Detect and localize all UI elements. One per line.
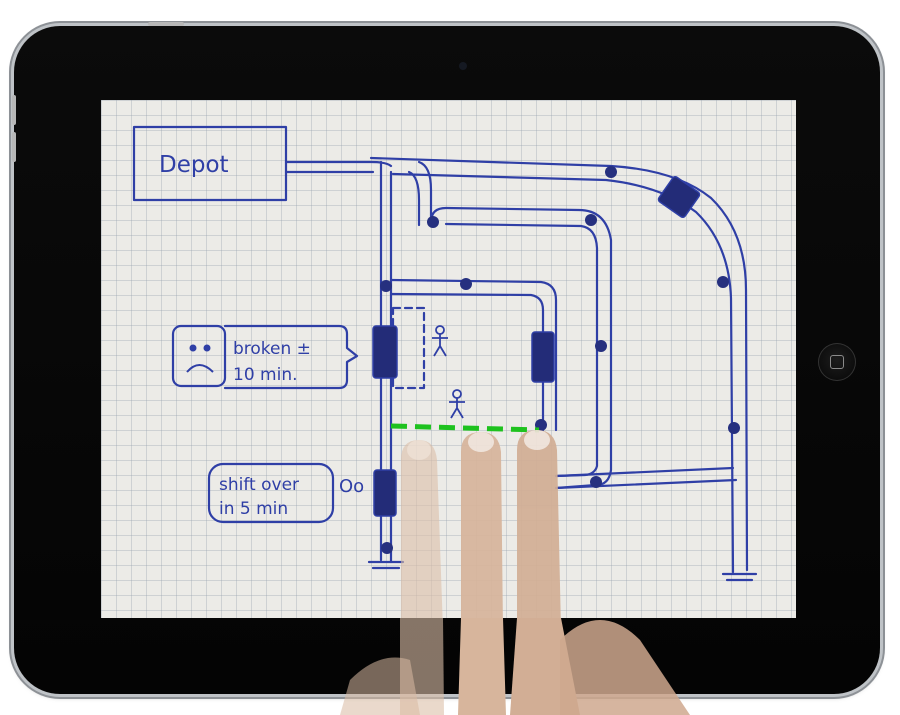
node [717,276,729,288]
node [460,278,472,290]
shift-label-line1: shift over [219,475,299,495]
shift-box [207,462,335,524]
sad-face-box [171,324,227,388]
depot-label: Depot [159,152,229,178]
node [728,422,740,434]
home-button[interactable] [818,343,856,381]
shift-face: Oo [339,476,364,497]
node [590,476,602,488]
node [381,542,393,554]
front-camera [459,62,467,70]
finger-left [401,440,443,618]
track-inner-outer [429,206,613,490]
finger-right [517,430,561,618]
track-depot-out [284,160,393,168]
volume-up-button[interactable] [12,95,16,125]
trains [372,175,701,517]
track-lower-a [554,478,738,490]
node [605,166,617,178]
gesture-highlight-line [390,423,540,433]
hand-gesture [401,430,561,618]
train-middle [531,331,555,383]
track-mid-top [389,278,558,432]
train-shift [373,469,397,517]
node [380,280,392,292]
sad-face-icon [186,344,214,373]
node [595,340,607,352]
track-outer-lower [391,172,735,574]
track-nodes [380,166,740,554]
track-outer-upper [369,156,749,572]
node [585,214,597,226]
broken-box [223,324,359,390]
track-mid-top-2 [389,292,545,432]
track-lower-b [554,466,735,478]
power-button[interactable] [148,22,184,26]
train-broken [372,325,398,379]
depot-box [132,125,288,202]
finger-middle [461,432,503,618]
volume-down-button[interactable] [12,132,16,162]
home-square-icon [830,355,844,369]
shift-label-line2: in 5 min [219,499,288,519]
buffer-right [721,572,758,582]
track-sketch: Depot broken ± 10 min. shift over in 5 m… [132,125,758,618]
sketch-canvas[interactable]: Depot broken ± 10 min. shift over in 5 m… [101,100,796,618]
broken-label-line2: 10 min. [233,365,298,385]
buffer-left [367,560,405,570]
track-connector-b [407,170,421,227]
stick-figure-icon [432,325,465,419]
broken-label-line1: broken ± [233,339,311,359]
track-connector-a [417,160,433,224]
node [427,216,439,228]
train-curve [657,175,701,219]
